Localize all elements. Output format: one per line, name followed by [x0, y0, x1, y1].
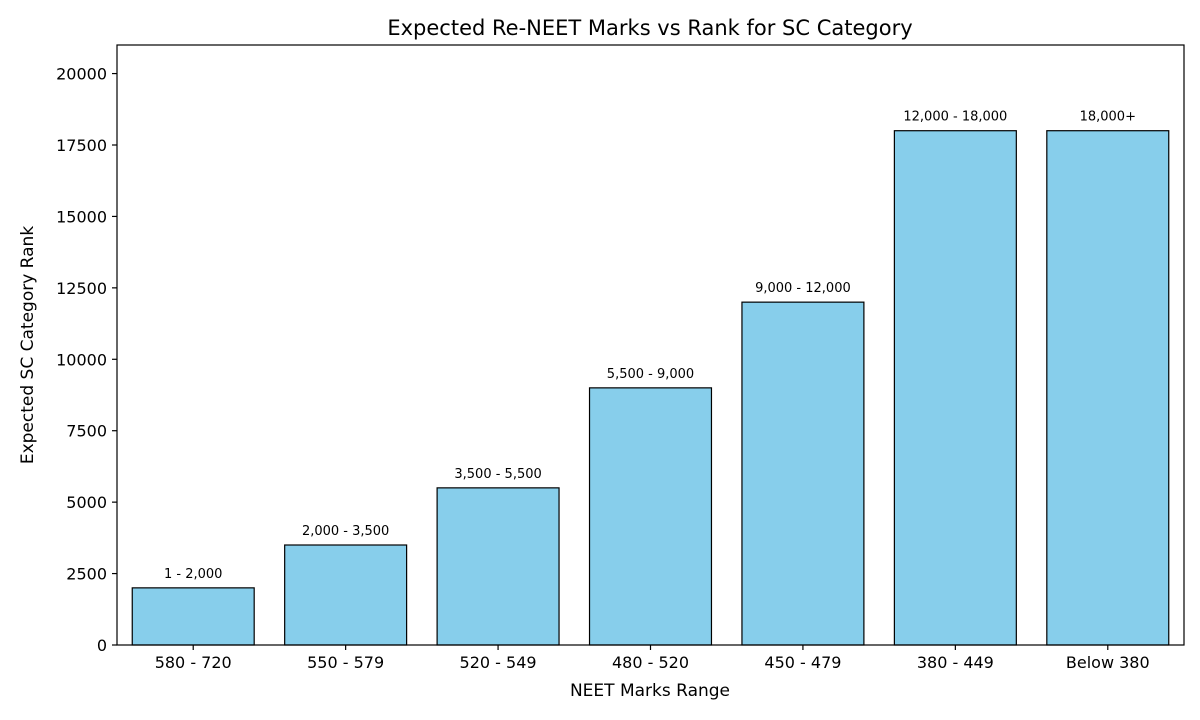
x-tick-label: 450 - 479: [764, 653, 841, 672]
data-label: 12,000 - 18,000: [903, 110, 1007, 125]
x-tick-label: 520 - 549: [460, 653, 537, 672]
bar: [741, 301, 865, 646]
bar: [284, 544, 408, 646]
bar: [588, 387, 713, 646]
bar: [893, 130, 1017, 646]
y-tick-label: 17500: [56, 136, 107, 155]
x-axis: 580 - 720 550 - 579 520 - 549 480 - 520 450 …: [155, 645, 1150, 672]
data-label: 1 - 2,000: [164, 567, 222, 582]
y-axis: 0 2500 5000 7500 10000 12500 15000 17500 20000: [56, 65, 117, 655]
x-tick-label: Below 380: [1066, 653, 1150, 672]
bar: [436, 487, 560, 646]
data-label: 3,500 - 5,500: [454, 467, 541, 482]
data-label: 2,000 - 3,500: [302, 524, 389, 539]
data-label: 18,000+: [1080, 110, 1136, 125]
x-tick-label: 380 - 449: [917, 653, 994, 672]
bars-layer: [131, 130, 1170, 646]
y-tick-label: 0: [97, 636, 107, 655]
plot-frame: [116, 44, 1185, 646]
data-label: 5,500 - 9,000: [607, 367, 694, 382]
bar: [1046, 130, 1170, 646]
bar: [131, 587, 255, 646]
x-tick-label: 480 - 520: [612, 653, 689, 672]
x-tick-label: 550 - 579: [307, 653, 384, 672]
y-tick-label: 12500: [56, 279, 107, 298]
x-axis-label: NEET Marks Range: [570, 681, 730, 701]
y-tick-label: 20000: [56, 65, 107, 84]
y-tick-label: 10000: [56, 350, 107, 369]
data-labels-layer: 1 - 2,000 2,000 - 3,500 3,500 - 5,500 5,500…: [164, 110, 1136, 582]
y-tick-label: 15000: [56, 207, 107, 226]
data-label: 9,000 - 12,000: [755, 281, 851, 296]
y-tick-label: 5000: [66, 493, 107, 512]
x-tick-label: 580 - 720: [155, 653, 232, 672]
y-axis-label: Expected SC Category Rank: [18, 226, 38, 464]
y-tick-label: 7500: [66, 422, 107, 441]
chart-title: Expected Re-NEET Marks vs Rank for SC Ca…: [387, 16, 912, 40]
y-tick-label: 2500: [66, 565, 107, 584]
